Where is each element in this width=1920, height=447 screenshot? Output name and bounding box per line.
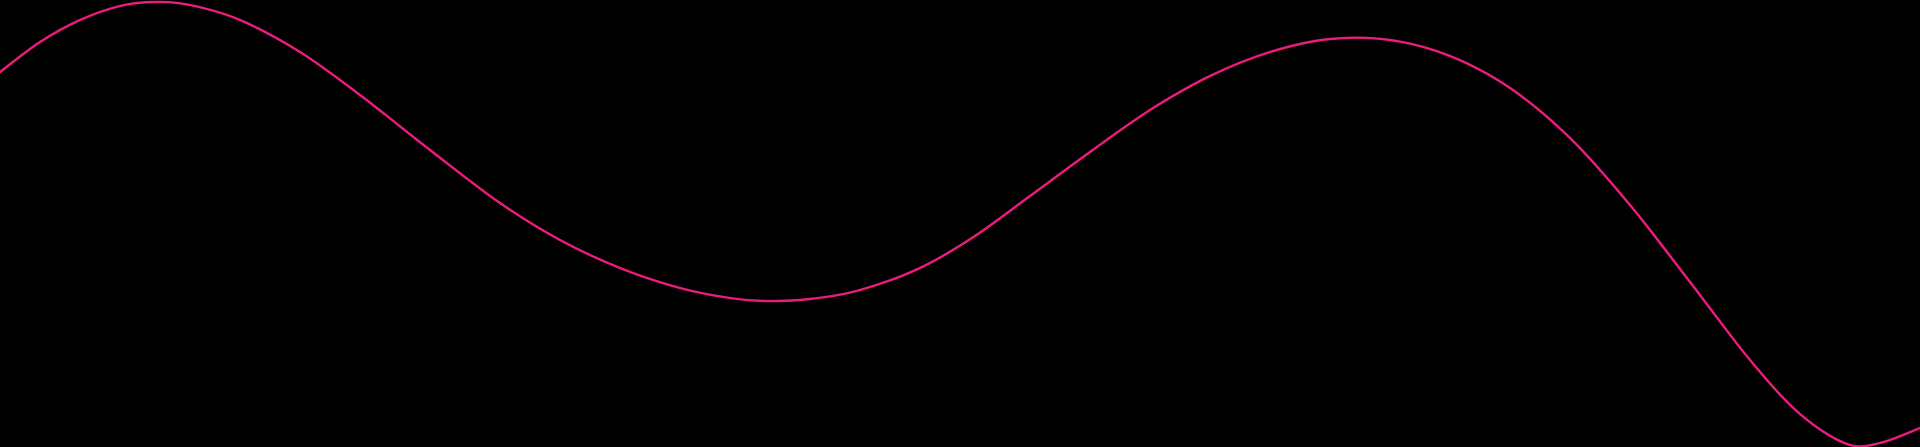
chart-canvas: [0, 0, 1920, 447]
chart-background: [0, 0, 1920, 447]
wave-curve-path: [0, 0, 1920, 447]
wave-chart-svg: [0, 0, 1920, 447]
